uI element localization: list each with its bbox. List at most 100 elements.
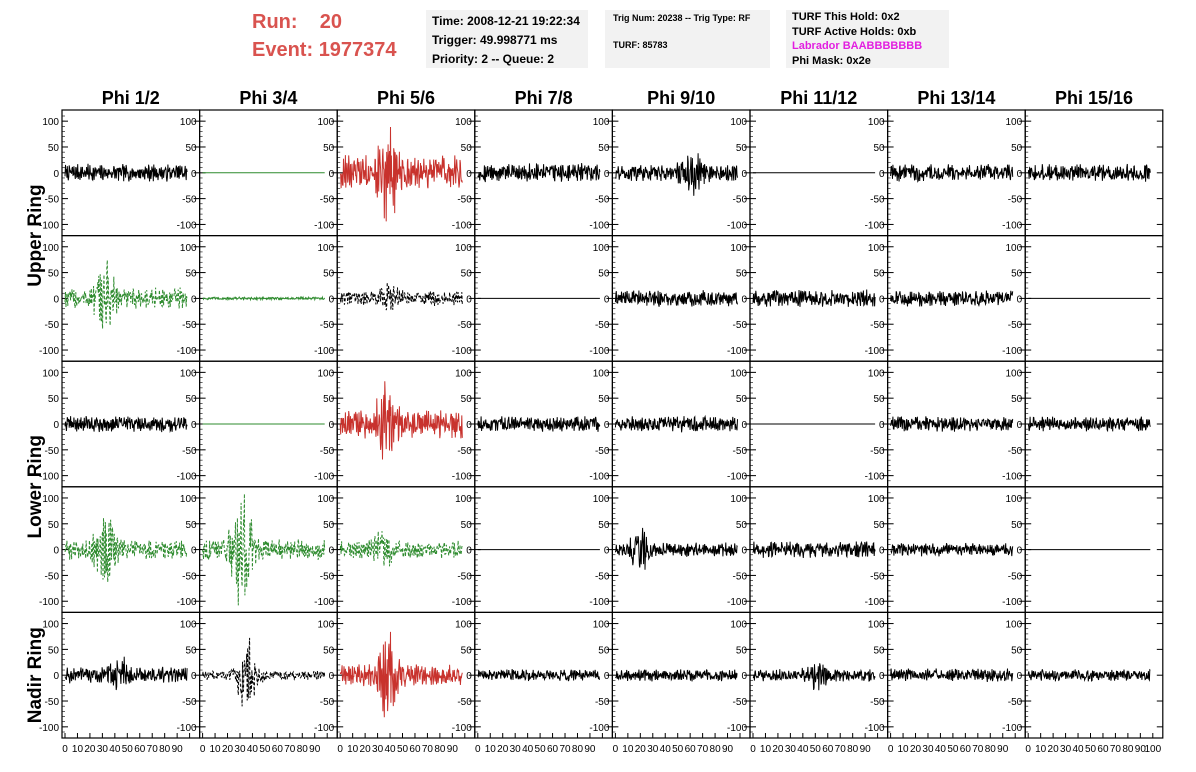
y-tick-label: -100 xyxy=(314,723,334,734)
x-tick-label: 50 xyxy=(1085,744,1097,755)
waveform-trace xyxy=(202,637,326,707)
x-tick-label: 70 xyxy=(559,744,571,755)
x-tick-label: 40 xyxy=(384,744,396,755)
y-tick-label: 50 xyxy=(461,394,473,405)
y-tick-label: -100 xyxy=(1002,723,1022,734)
column-header-phi-6: Phi 11/12 xyxy=(780,88,857,108)
time-text: Time: 2008-12-21 19:22:34 xyxy=(432,14,580,28)
ring-label-upper-ring: Upper Ring xyxy=(25,184,46,286)
x-tick-label: 90 xyxy=(860,744,872,755)
y-tick-label: 50 xyxy=(1011,269,1023,280)
x-tick-label: 10 xyxy=(209,744,221,755)
x-tick-label: 80 xyxy=(297,744,309,755)
x-tick-label: 20 xyxy=(497,744,509,755)
y-tick-label: 100 xyxy=(180,620,197,631)
x-tick-label: 60 xyxy=(685,744,697,755)
y-tick-label: 100 xyxy=(868,620,885,631)
y-tick-label: -50 xyxy=(733,446,748,457)
y-tick-label: 0 xyxy=(466,546,472,557)
y-tick-label: -100 xyxy=(177,597,197,608)
y-tick-label: 0 xyxy=(329,546,335,557)
y-tick-label: -100 xyxy=(589,723,609,734)
y-tick-label: 0 xyxy=(329,169,335,180)
y-tick-label: 50 xyxy=(1011,645,1023,656)
x-tick-label: 20 xyxy=(222,744,234,755)
y-tick-label: 50 xyxy=(323,520,335,531)
waveform-trace xyxy=(890,290,1014,308)
y-tick-label: 100 xyxy=(455,243,472,254)
y-tick-label: 100 xyxy=(730,620,747,631)
turf-hold-text: TURF This Hold: 0x2 xyxy=(792,11,900,23)
priority-text: Priority: 2 -- Queue: 2 xyxy=(432,52,555,66)
y-tick-label: 50 xyxy=(185,520,197,531)
y-tick-label: 50 xyxy=(48,269,60,280)
y-tick-label: 100 xyxy=(180,494,197,505)
y-tick-label: 0 xyxy=(741,420,747,431)
y-tick-label: 0 xyxy=(604,546,610,557)
column-header-phi-5: Phi 9/10 xyxy=(647,88,715,108)
x-tick-label: 30 xyxy=(97,744,109,755)
y-tick-label: -50 xyxy=(870,446,885,457)
y-tick-label: 0 xyxy=(191,420,197,431)
y-tick-label: 50 xyxy=(48,394,60,405)
y-tick-label: 50 xyxy=(873,394,885,405)
turf-active-text: TURF Active Holds: 0xb xyxy=(792,25,917,38)
y-tick-label: -100 xyxy=(1002,346,1022,357)
waveform-trace xyxy=(202,295,326,302)
x-tick-label: 10 xyxy=(1035,744,1047,755)
x-tick-label: 80 xyxy=(1122,744,1134,755)
waveform-trace xyxy=(752,663,876,691)
y-tick-label: 100 xyxy=(318,494,335,505)
y-tick-label: -50 xyxy=(182,195,197,206)
y-tick-label: -100 xyxy=(865,220,885,231)
y-tick-label: 0 xyxy=(741,294,747,305)
y-tick-label: -100 xyxy=(314,472,334,483)
y-tick-label: -100 xyxy=(177,346,197,357)
y-tick-label: 0 xyxy=(191,546,197,557)
y-tick-label: 50 xyxy=(323,143,335,154)
waveform-trace xyxy=(339,282,463,311)
x-tick-label: 20 xyxy=(910,744,922,755)
x-tick-label: 40 xyxy=(247,744,259,755)
y-tick-label: 0 xyxy=(191,294,197,305)
y-tick-label: 50 xyxy=(598,645,610,656)
y-tick-label: 0 xyxy=(879,671,885,682)
column-header-phi-2: Phi 3/4 xyxy=(239,88,297,108)
y-tick-label: -50 xyxy=(45,697,60,708)
turf-text: TURF: 85783 xyxy=(613,40,668,50)
column-header-phi-8: Phi 15/16 xyxy=(1055,88,1133,108)
y-tick-label: -100 xyxy=(589,472,609,483)
x-tick-label: 10 xyxy=(760,744,772,755)
x-tick-label: 50 xyxy=(810,744,822,755)
y-tick-label: -100 xyxy=(589,597,609,608)
y-tick-label: 100 xyxy=(42,494,59,505)
y-tick-label: 100 xyxy=(180,117,197,128)
y-tick-label: 50 xyxy=(185,269,197,280)
ring-label-nadir-ring: Nadir Ring xyxy=(25,627,46,723)
x-tick-label: 0 xyxy=(62,744,68,755)
trig-num-text: Trig Num: 20238 -- Trig Type: RF xyxy=(613,13,751,23)
y-tick-label: -100 xyxy=(452,723,472,734)
y-tick-label: -100 xyxy=(865,472,885,483)
waveform-trace xyxy=(614,414,738,433)
waveform-trace xyxy=(64,260,188,329)
y-tick-label: 100 xyxy=(868,494,885,505)
y-tick-label: -100 xyxy=(865,597,885,608)
y-tick-label: 100 xyxy=(42,117,59,128)
x-tick-label: 30 xyxy=(1060,744,1072,755)
y-tick-label: -100 xyxy=(727,220,747,231)
y-tick-label: 50 xyxy=(1011,520,1023,531)
x-tick-label: 0 xyxy=(337,744,343,755)
y-tick-label: -50 xyxy=(457,320,472,331)
x-tick-label: 70 xyxy=(284,744,296,755)
x-tick-label: 20 xyxy=(84,744,96,755)
y-tick-label: 100 xyxy=(1006,117,1023,128)
waveform-trace xyxy=(339,631,463,718)
y-tick-label: 0 xyxy=(1017,294,1023,305)
y-tick-label: -50 xyxy=(45,320,60,331)
y-tick-label: 100 xyxy=(593,368,610,379)
waveform-trace xyxy=(477,416,601,432)
y-tick-label: 0 xyxy=(879,420,885,431)
y-tick-label: 50 xyxy=(461,143,473,154)
y-tick-label: -50 xyxy=(870,195,885,206)
